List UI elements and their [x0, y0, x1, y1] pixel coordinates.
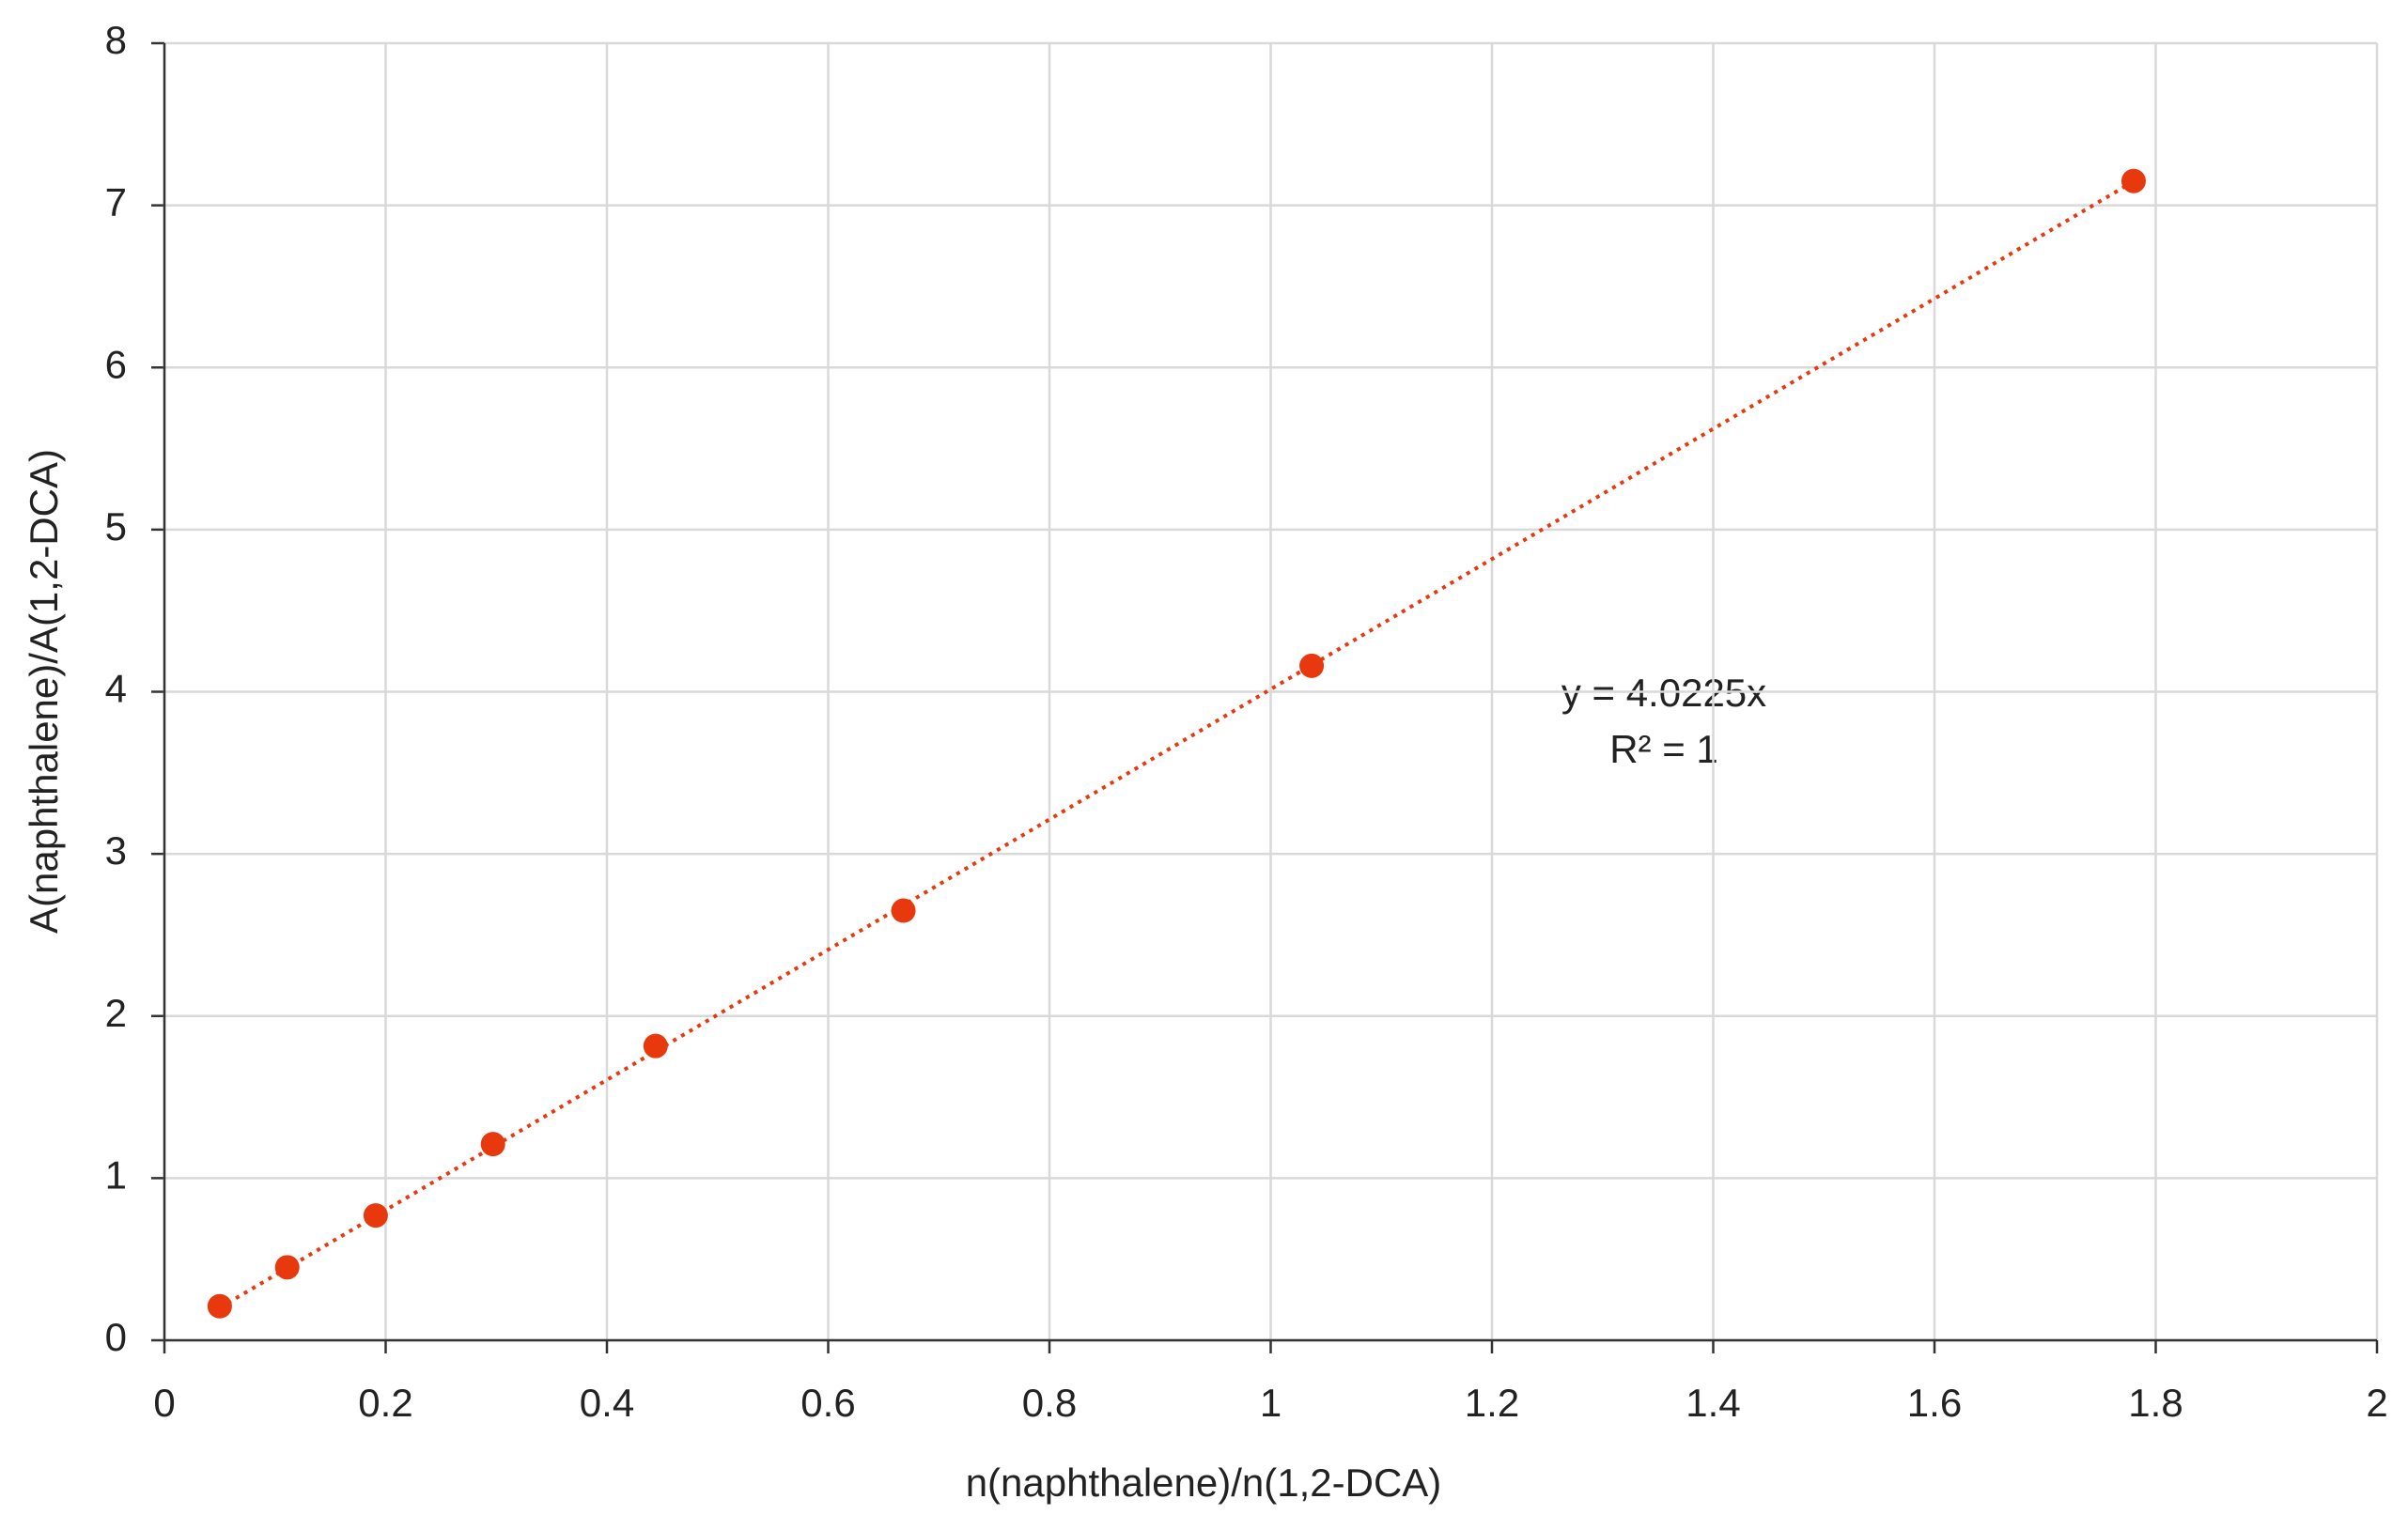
- data-point: [363, 1203, 388, 1229]
- x-axis-title: n(naphthalene)/n(1,2-DCA): [966, 1460, 1442, 1505]
- data-point: [2121, 168, 2146, 193]
- data-point: [274, 1255, 300, 1280]
- y-tick-label: 6: [105, 342, 127, 386]
- x-tick-label: 0.6: [800, 1381, 855, 1425]
- y-tick-label: 4: [105, 667, 127, 711]
- data-point: [207, 1293, 232, 1319]
- y-tick-label: 8: [105, 18, 127, 62]
- y-tick-label: 2: [105, 991, 127, 1035]
- y-tick-label: 1: [105, 1152, 127, 1197]
- x-tick-label: 1.8: [2128, 1381, 2183, 1425]
- x-tick-label: 1: [1260, 1381, 1282, 1425]
- y-tick-label: 0: [105, 1315, 127, 1359]
- trendline: [218, 179, 2135, 1310]
- x-tick-label: 1.2: [1465, 1381, 1519, 1425]
- x-tick-label: 0.8: [1022, 1381, 1077, 1425]
- y-tick-label: 3: [105, 828, 127, 873]
- y-axis-title: A(naphthalene)/A(1,2-DCA): [22, 449, 66, 934]
- x-tick-label: 1.4: [1686, 1381, 1740, 1425]
- r-squared-label: R² = 1: [1609, 727, 1718, 771]
- y-tick-label: 7: [105, 180, 127, 224]
- data-point: [1299, 653, 1325, 678]
- data-point: [891, 898, 916, 923]
- y-tick-label: 5: [105, 504, 127, 549]
- x-tick-label: 0.4: [580, 1381, 634, 1425]
- x-tick-label: 0.2: [358, 1381, 412, 1425]
- x-tick-label: 1.6: [1907, 1381, 1962, 1425]
- x-tick-label: 2: [2366, 1381, 2387, 1425]
- data-point: [480, 1132, 505, 1157]
- x-tick-label: 0: [153, 1381, 175, 1425]
- data-point: [643, 1033, 668, 1059]
